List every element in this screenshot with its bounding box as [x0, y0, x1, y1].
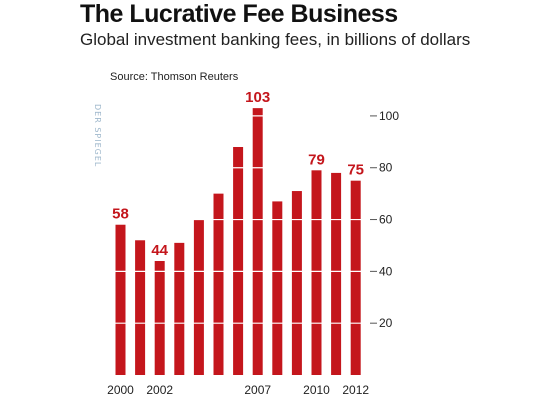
bar-2011	[331, 172, 342, 375]
bar-2007	[252, 108, 263, 376]
bar-2012	[350, 180, 361, 375]
bar-2005	[213, 193, 224, 375]
value-labels-group: 58 44 103 79 75	[112, 89, 364, 259]
bar-2009	[291, 191, 302, 375]
bar-2010	[311, 170, 322, 375]
chart-title: The Lucrative Fee Business	[80, 0, 398, 28]
x-tick-label-2000: 2000	[107, 383, 134, 397]
y-tick-label-60: 60	[379, 213, 393, 227]
x-tick-label-2007: 2007	[244, 383, 271, 397]
y-tick-label-80: 80	[379, 161, 393, 175]
bar-2003	[174, 242, 185, 375]
x-tick-label-2012: 2012	[342, 383, 369, 397]
x-axis: 2000 2002 2007 2010 2012	[107, 383, 369, 397]
bar-2002	[154, 261, 165, 375]
value-label-2002: 44	[151, 242, 168, 259]
y-tick-label-100: 100	[379, 109, 399, 123]
y-axis: 20 40 60 80 100	[370, 109, 399, 330]
gridlines-group	[112, 115, 370, 324]
y-tick-label-20: 20	[379, 316, 393, 330]
value-label-2012: 75	[347, 162, 364, 179]
value-label-2000: 58	[112, 206, 129, 223]
x-tick-label-2002: 2002	[146, 383, 173, 397]
x-tick-label-2010: 2010	[303, 383, 330, 397]
bars-group	[115, 108, 361, 376]
bar-2000	[115, 224, 126, 375]
bar-2008	[272, 201, 283, 375]
bar-2004	[193, 219, 204, 375]
bar-2006	[233, 147, 244, 375]
chart-subtitle: Global investment banking fees, in billi…	[80, 30, 471, 49]
bar-2001	[135, 240, 146, 375]
value-label-2010: 79	[308, 151, 325, 168]
source-note: Source: Thomson Reuters	[110, 71, 239, 83]
value-label-2007: 103	[245, 89, 270, 106]
y-tick-label-40: 40	[379, 264, 393, 278]
